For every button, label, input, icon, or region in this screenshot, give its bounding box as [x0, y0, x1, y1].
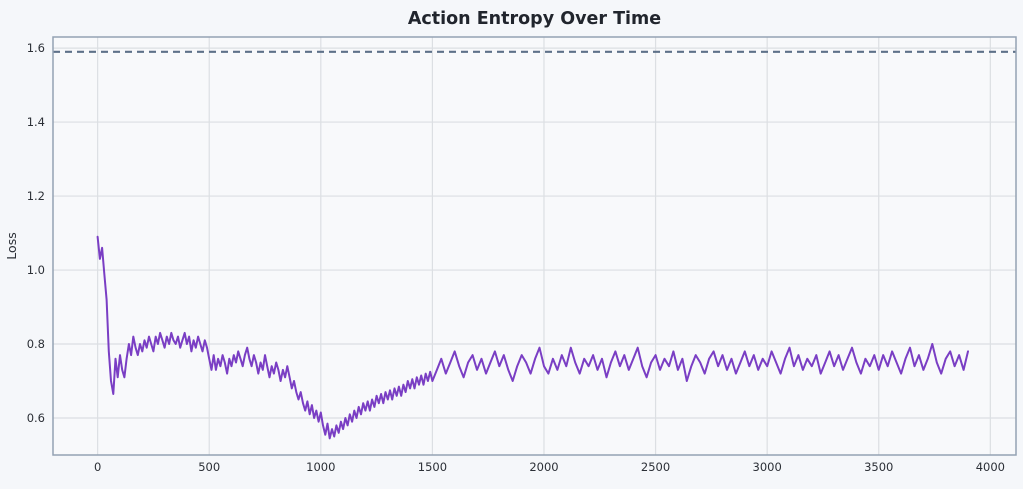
y-tick-label: 1.0 — [27, 263, 45, 277]
y-axis-label: Loss — [4, 232, 19, 259]
x-tick-label: 0 — [94, 460, 101, 474]
entropy-series-line — [96, 235, 969, 440]
y-tick-label: 1.4 — [27, 115, 45, 129]
x-tick-label: 3000 — [753, 460, 782, 474]
y-axis-tick-labels: 0.6 0.8 1.0 1.2 1.4 1.6 — [27, 41, 45, 425]
x-tick-label: 3500 — [864, 460, 893, 474]
gridlines — [53, 37, 1016, 455]
x-tick-label: 2500 — [641, 460, 670, 474]
x-tick-label: 2000 — [529, 460, 558, 474]
x-tick-label: 1500 — [418, 460, 447, 474]
plot-area — [53, 37, 1016, 455]
y-tick-label: 0.6 — [27, 411, 45, 425]
x-axis-tick-labels: 0 500 1000 1500 2000 2500 3000 3500 4000 — [94, 460, 1005, 474]
x-tick-label: 500 — [198, 460, 220, 474]
chart-title: Action Entropy Over Time — [408, 9, 661, 29]
y-tick-label: 1.2 — [27, 189, 45, 203]
x-tick-label: 1000 — [306, 460, 335, 474]
y-tick-label: 1.6 — [27, 41, 45, 55]
y-tick-label: 0.8 — [27, 337, 45, 351]
plot-border — [52, 36, 1017, 456]
x-tick-label: 4000 — [976, 460, 1005, 474]
